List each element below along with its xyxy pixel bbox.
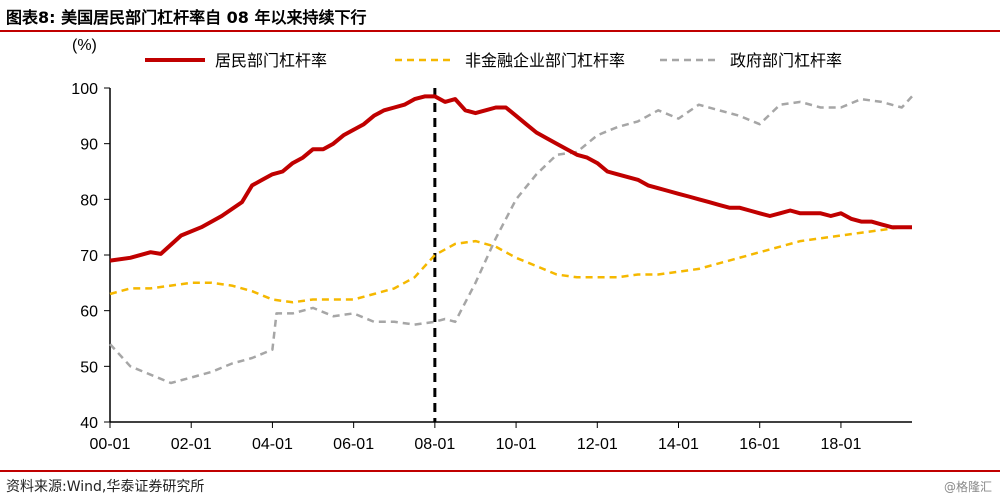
- x-tick-label: 14-01: [658, 436, 699, 453]
- legend-label-1: 非金融企业部门杠杆率: [465, 51, 625, 70]
- y-tick-label: 60: [80, 304, 98, 321]
- y-tick-label: 40: [80, 415, 98, 432]
- x-tick-label: 16-01: [739, 436, 780, 453]
- source-note: 资料来源:Wind,华泰证券研究所: [6, 479, 205, 495]
- y-axis-unit-label: (%): [72, 37, 97, 54]
- x-tick-label: 08-01: [414, 436, 455, 453]
- series-line-2: [109, 95, 913, 385]
- y-tick-label: 50: [80, 359, 98, 376]
- x-tick-label: 00-01: [90, 436, 131, 453]
- y-tick-label: 90: [80, 137, 98, 154]
- footer-divider: [0, 470, 1000, 472]
- chart-title: 图表8: 美国居民部门杠杆率自 08 年以来持续下行: [6, 8, 367, 27]
- line-chart: 40 50 60 70 80 90 100 00-01 02-01 04-01 06-01 08-01…: [71, 37, 913, 453]
- x-tick-label: 06-01: [333, 436, 374, 453]
- legend: 居民部门杠杆率 非金融企业部门杠杆率 政府部门杠杆率: [145, 51, 842, 70]
- y-tick-label: 100: [71, 81, 98, 98]
- series-layer: [109, 94, 913, 385]
- watermark: @格隆汇: [943, 480, 992, 494]
- x-tick-label: 18-01: [820, 436, 861, 453]
- y-tick-label: 80: [80, 192, 98, 209]
- x-tick-label: 04-01: [252, 436, 293, 453]
- x-tick-label: 12-01: [577, 436, 618, 453]
- y-tick-label: 70: [80, 248, 98, 265]
- series-line-0: [109, 94, 912, 263]
- x-tick-label: 02-01: [171, 436, 212, 453]
- series-line-1: [109, 225, 912, 304]
- chart-axes: 40 50 60 70 80 90 100 00-01 02-01 04-01 06-01 08-01…: [71, 81, 912, 453]
- legend-label-2: 政府部门杠杆率: [730, 51, 842, 70]
- x-tick-label: 10-01: [496, 436, 537, 453]
- title-divider: [0, 30, 1000, 32]
- legend-label-0: 居民部门杠杆率: [215, 51, 327, 70]
- title-bar: 图表8: 美国居民部门杠杆率自 08 年以来持续下行: [0, 0, 1000, 30]
